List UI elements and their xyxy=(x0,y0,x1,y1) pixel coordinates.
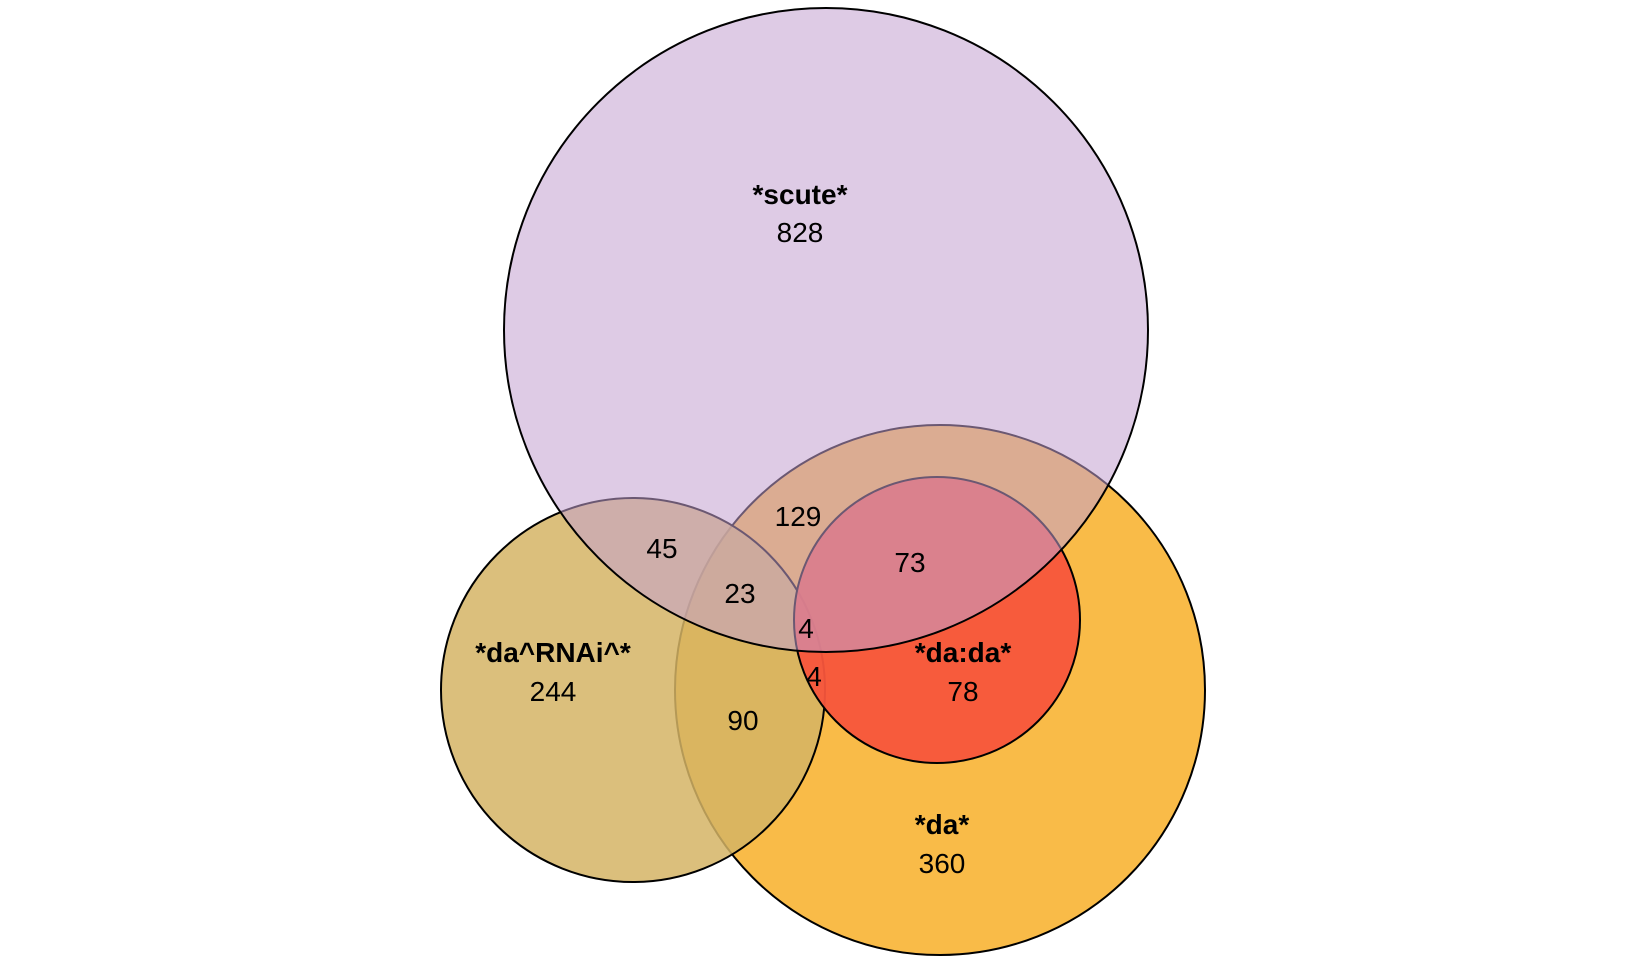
set-label-scute: *scute* xyxy=(753,179,848,210)
set-label-da: *da* xyxy=(915,809,970,840)
count-da-rnai-da: 90 xyxy=(727,705,758,736)
count-da-da-only: 78 xyxy=(947,676,978,707)
count-scute-da: 129 xyxy=(775,501,822,532)
count-scute-da-rnai-da: 23 xyxy=(724,578,755,609)
set-circle-scute xyxy=(503,7,1149,653)
count-all-four: 4 xyxy=(798,613,814,644)
count-da-rnai-only: 244 xyxy=(530,676,577,707)
set-label-da-da: *da:da* xyxy=(915,637,1012,668)
count-scute-only: 828 xyxy=(777,217,824,248)
count-da-rnai-da-da: 4 xyxy=(806,661,822,692)
set-label-da-rnai: *da^RNAi^* xyxy=(475,637,631,668)
count-scute-da-da: 73 xyxy=(894,547,925,578)
count-da-only: 360 xyxy=(919,848,966,879)
count-scute-da-rnai: 45 xyxy=(646,533,677,564)
